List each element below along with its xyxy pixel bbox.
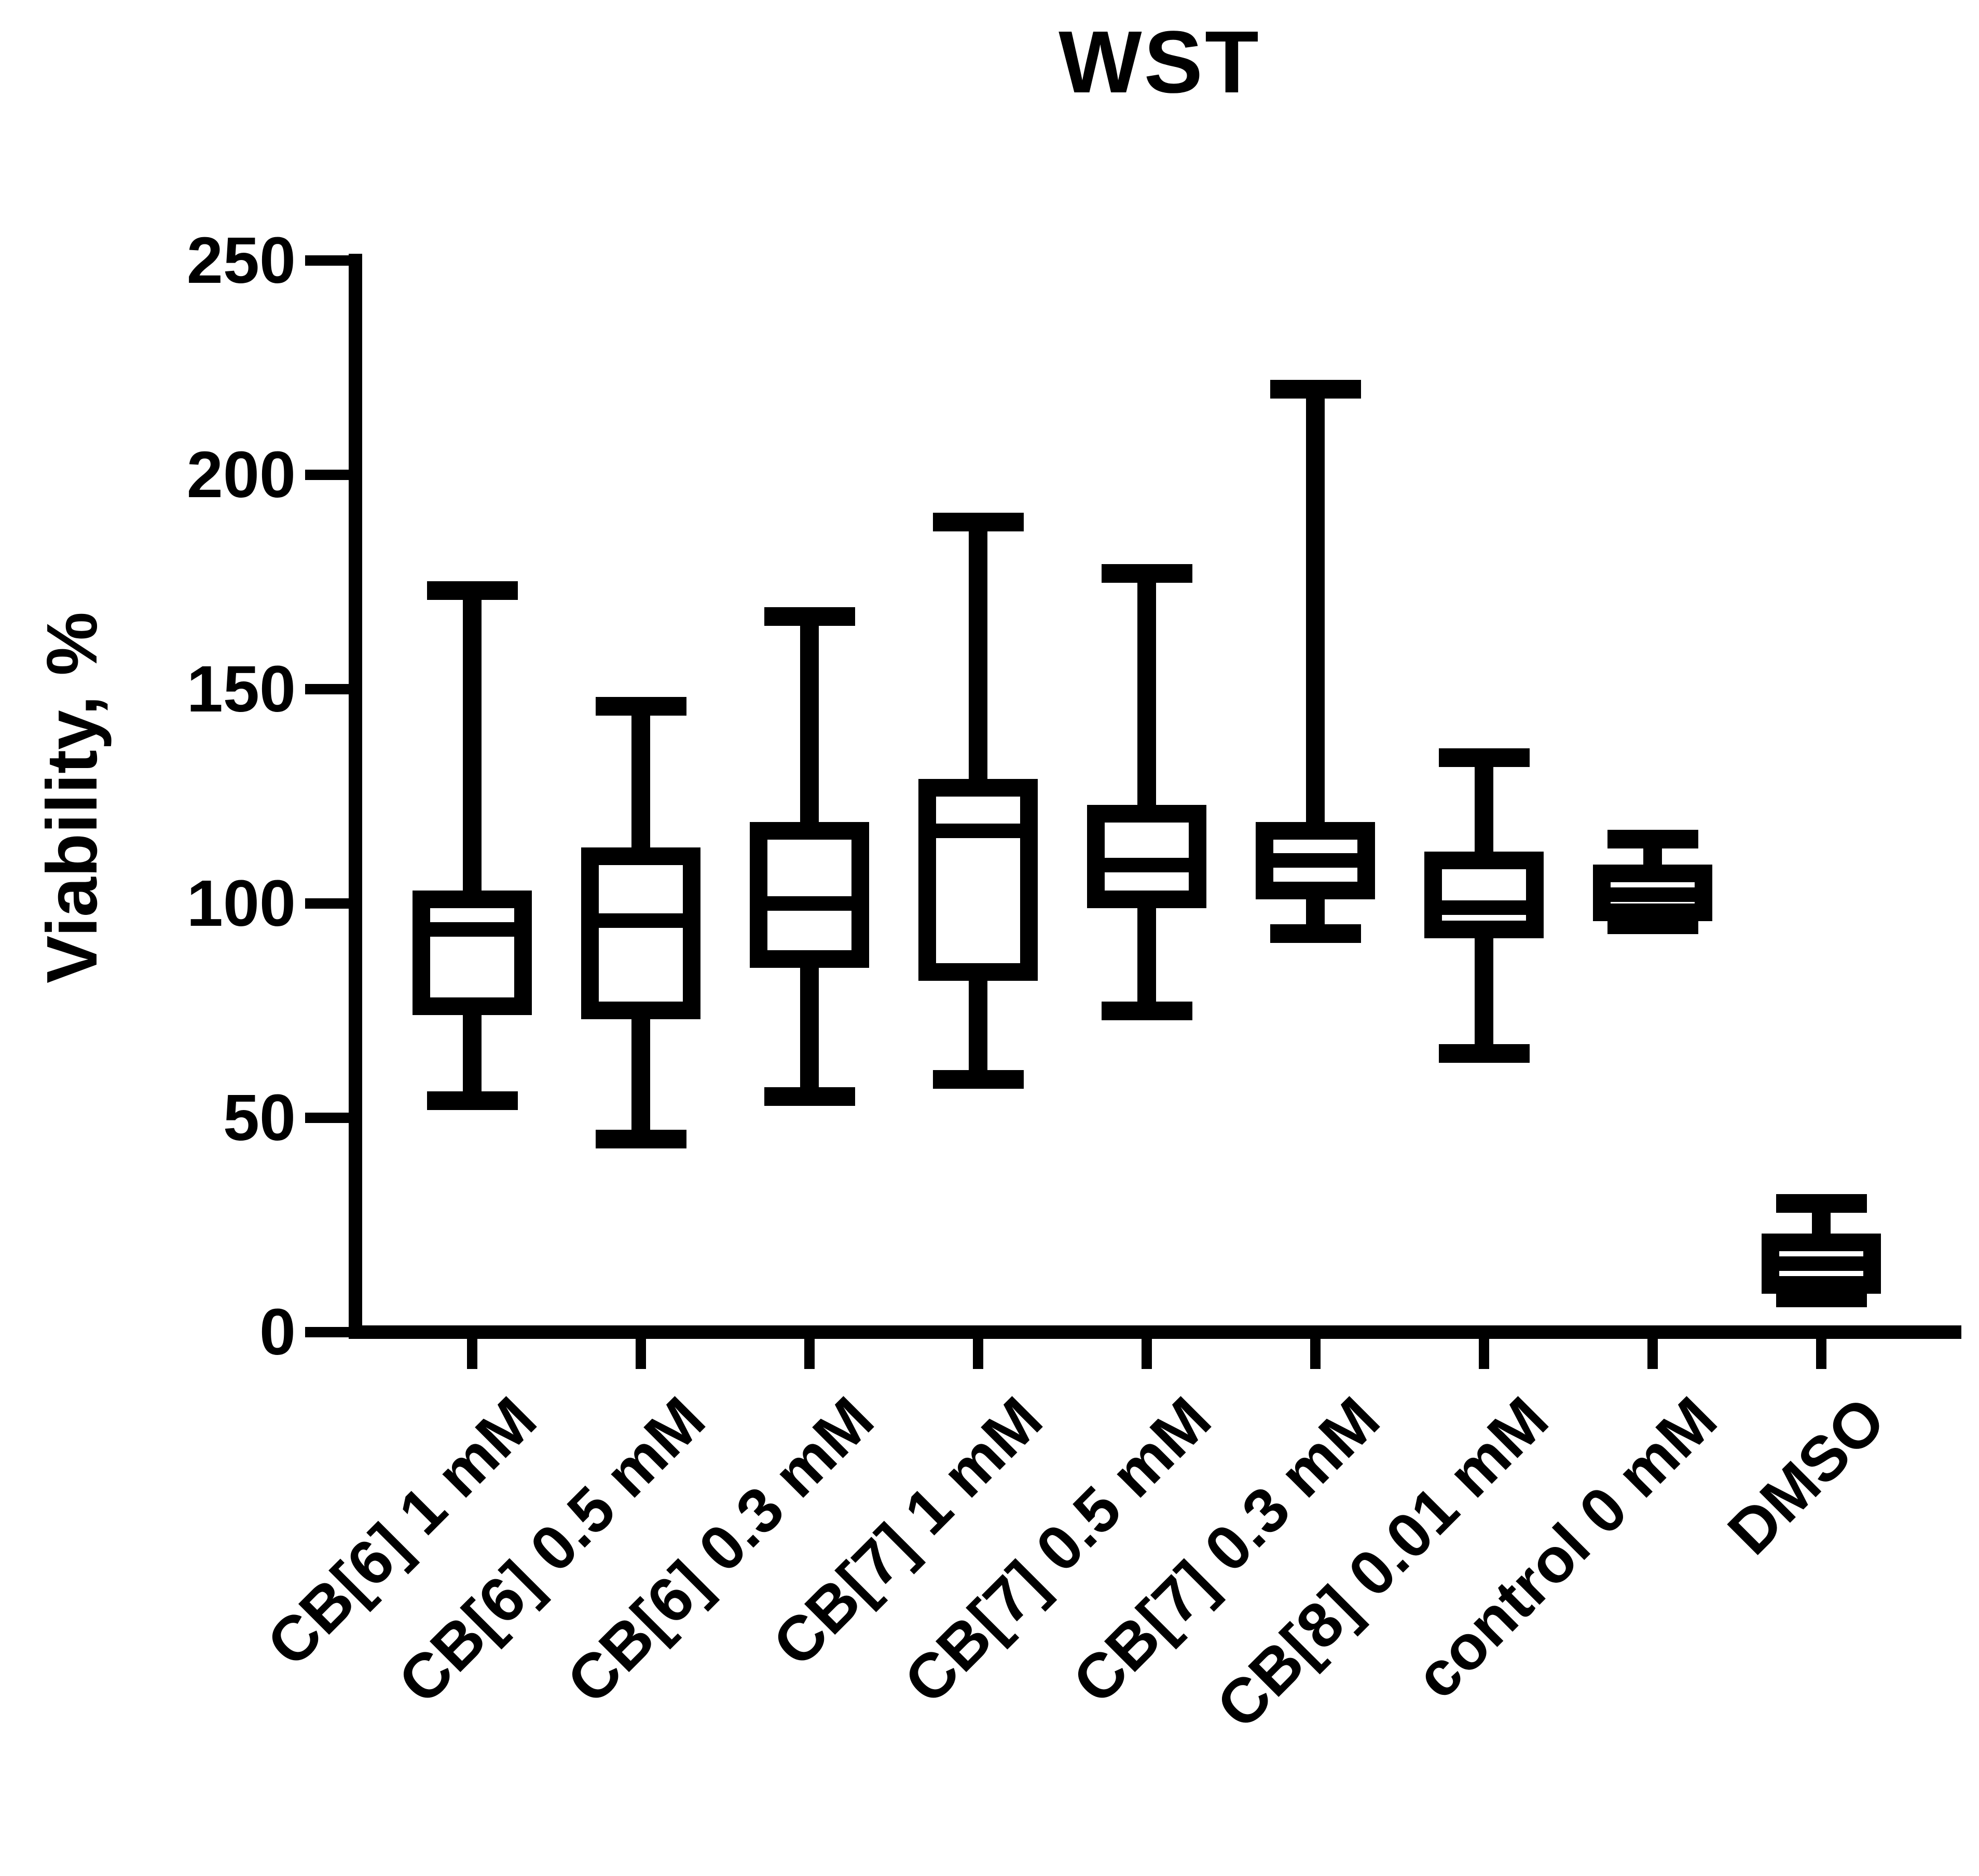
whisker-bottom-cap	[595, 1130, 686, 1149]
box-median	[1611, 887, 1695, 902]
box-iqr	[1087, 804, 1206, 908]
whisker-top-stem	[463, 591, 482, 899]
box-median	[936, 823, 1020, 838]
y-tick-label: 200	[186, 438, 296, 511]
x-axis-tick	[1816, 1339, 1826, 1369]
box-iqr	[581, 847, 700, 1020]
box-median	[767, 896, 851, 911]
y-tick-label: 0	[259, 1295, 296, 1368]
x-axis-tick	[1647, 1339, 1658, 1369]
box-median	[430, 922, 514, 937]
whisker-bottom-stem	[800, 959, 819, 1097]
box-iqr	[918, 778, 1038, 981]
y-tick-label: 150	[186, 652, 296, 725]
box-iqr	[750, 821, 869, 968]
whisker-bottom-cap	[764, 1087, 855, 1106]
y-tick-label: 250	[186, 224, 296, 297]
whisker-top-stem	[1475, 758, 1493, 861]
whisker-bottom-stem	[1475, 929, 1493, 1054]
whisker-bottom-cap	[1101, 1001, 1192, 1020]
x-axis-tick	[1310, 1339, 1321, 1369]
x-axis-tick	[973, 1339, 983, 1369]
y-axis-tick	[305, 1327, 349, 1337]
whisker-top-stem	[1137, 573, 1156, 814]
x-axis-line	[349, 1325, 1961, 1339]
y-axis-tick	[305, 898, 349, 909]
y-axis-tick	[305, 470, 349, 480]
box-median	[1779, 1256, 1863, 1271]
whisker-bottom-cap	[932, 1070, 1024, 1089]
x-axis-tick	[1142, 1339, 1152, 1369]
y-axis-tick	[305, 684, 349, 694]
whisker-top-stem	[800, 616, 819, 831]
x-axis-tick	[467, 1339, 477, 1369]
whisker-bottom-stem	[1137, 899, 1156, 1011]
box-iqr	[1424, 852, 1544, 938]
y-axis-line	[349, 254, 362, 1339]
box-iqr	[413, 890, 532, 1016]
whisker-bottom-stem	[463, 1006, 482, 1101]
x-axis-tick	[636, 1339, 646, 1369]
x-axis-tick	[804, 1339, 815, 1369]
box-median	[599, 913, 683, 928]
whisker-top-stem	[969, 522, 987, 788]
whisker-top-stem	[1306, 389, 1325, 831]
whisker-top-stem	[631, 706, 650, 857]
whisker-bottom-cap	[1270, 924, 1361, 943]
box-median	[1105, 857, 1189, 872]
whisker-bottom-stem	[969, 972, 987, 1079]
y-tick-label: 50	[223, 1081, 296, 1154]
box-median	[1442, 900, 1526, 915]
whisker-bottom-stem	[631, 1010, 650, 1140]
chart-title: WST	[1059, 13, 1261, 112]
x-axis-tick	[1479, 1339, 1489, 1369]
whisker-bottom-cap	[1438, 1044, 1530, 1063]
y-axis-tick	[305, 1113, 349, 1123]
y-tick-label: 100	[186, 867, 296, 940]
whisker-bottom-cap	[427, 1091, 518, 1110]
box-median	[1273, 853, 1357, 868]
y-axis-tick	[305, 255, 349, 266]
